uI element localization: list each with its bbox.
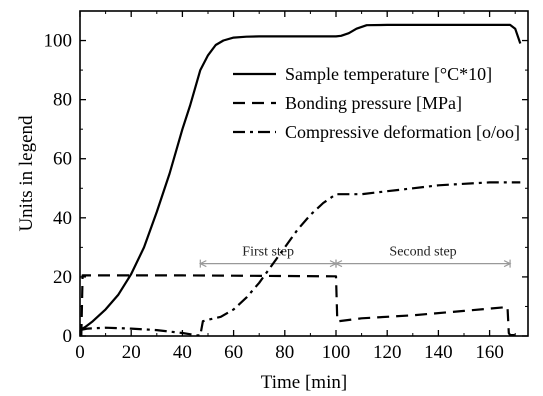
x-tick-label: 20 <box>122 342 141 363</box>
x-axis-label: Time [min] <box>261 372 347 393</box>
legend-label: Compressive deformation [o/oo] <box>285 122 520 142</box>
legend-label: Sample temperature [°C*10] <box>285 64 492 84</box>
step-arrowhead <box>198 260 207 268</box>
step-arrowhead <box>503 260 512 268</box>
x-tick-label: 0 <box>75 342 85 363</box>
y-tick-label: 80 <box>53 90 72 111</box>
step-arrowhead <box>334 260 343 268</box>
series-line-solid <box>79 23 522 332</box>
y-tick-label: 0 <box>63 326 73 347</box>
y-tick-label: 20 <box>53 267 72 288</box>
y-tick-label: 100 <box>44 31 73 52</box>
step-label: First step <box>242 245 294 260</box>
x-tick-label: 60 <box>224 342 243 363</box>
step-label: Second step <box>389 245 456 260</box>
plot-frame <box>79 10 529 337</box>
x-tick-label: 160 <box>475 342 504 363</box>
x-tick-label: 120 <box>373 342 402 363</box>
x-tick-label: 140 <box>424 342 453 363</box>
series-line-dashed <box>80 274 521 337</box>
x-tick-label: 100 <box>322 342 351 363</box>
x-tick-label: 40 <box>173 342 192 363</box>
y-axis-label: Units in legend <box>16 115 37 232</box>
legend-label: Bonding pressure [MPa] <box>285 93 462 113</box>
y-tick-label: 40 <box>53 208 72 229</box>
y-tick-label: 60 <box>53 149 72 170</box>
x-tick-label: 80 <box>275 342 294 363</box>
